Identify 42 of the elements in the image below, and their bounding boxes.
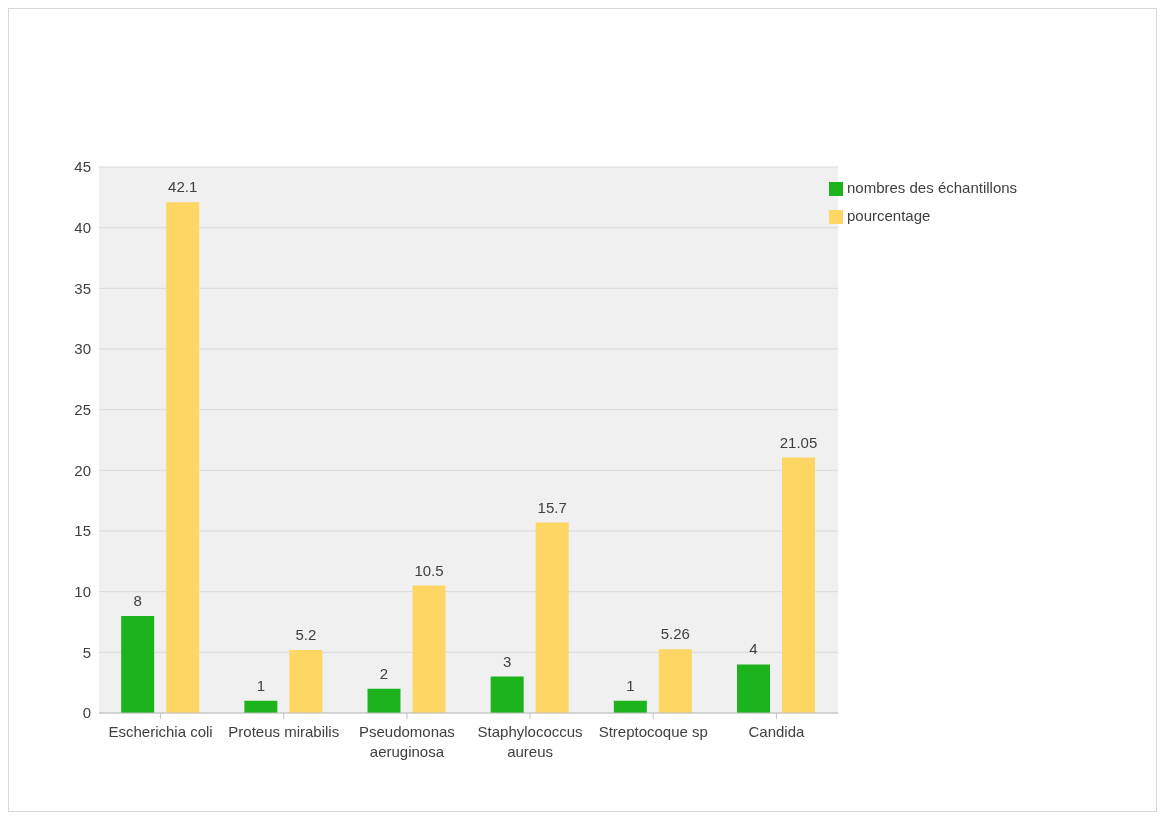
- bar: [289, 649, 323, 713]
- y-tick-label: 45: [74, 158, 91, 176]
- y-tick-label: 40: [74, 218, 91, 236]
- data-label: 15.7: [537, 498, 567, 516]
- y-tick-label: 30: [74, 340, 91, 358]
- legend-label: nombres des échantillons: [847, 179, 1018, 196]
- legend-label: pourcentage: [847, 207, 931, 224]
- y-tick-label: 10: [74, 582, 91, 600]
- data-label: 1: [626, 676, 635, 694]
- y-tick-label: 5: [82, 643, 91, 661]
- y-tick-label: 25: [74, 400, 91, 418]
- data-label: 2: [379, 664, 389, 682]
- data-label: 8: [133, 591, 142, 609]
- bar: [121, 615, 155, 713]
- data-label: 5.2: [295, 625, 317, 643]
- data-label: 21.05: [779, 433, 818, 451]
- data-label: 5.26: [660, 625, 690, 643]
- bar: [166, 202, 200, 713]
- bar: [613, 700, 647, 713]
- bar: [367, 688, 401, 713]
- x-tick-label: Proteus mirabilis: [228, 723, 340, 740]
- bar: [412, 585, 446, 713]
- y-tick-label: 20: [74, 461, 91, 479]
- y-tick-label: 15: [74, 522, 91, 540]
- x-tick-label: Candida: [748, 723, 806, 740]
- y-tick-label: 35: [74, 279, 91, 297]
- bar: [490, 676, 524, 713]
- bar: [658, 649, 692, 713]
- data-label: 42.1: [168, 178, 198, 196]
- data-label: 1: [256, 676, 266, 694]
- data-label: 4: [749, 640, 758, 658]
- bar: [535, 522, 569, 713]
- x-tick-label: Staphylococcus aureus: [477, 723, 583, 760]
- x-tick-label: Streptocoque sp: [598, 723, 708, 740]
- y-tick-label: 0: [82, 704, 91, 722]
- bar: [782, 457, 815, 713]
- x-tick-label: Escherichia coli: [108, 723, 213, 740]
- data-label: 3: [503, 652, 512, 670]
- bar: [244, 700, 278, 713]
- data-label: 10.5: [414, 561, 444, 579]
- x-tick-label: Pseudomonas aeruginosa: [358, 723, 455, 760]
- bar: [737, 664, 770, 713]
